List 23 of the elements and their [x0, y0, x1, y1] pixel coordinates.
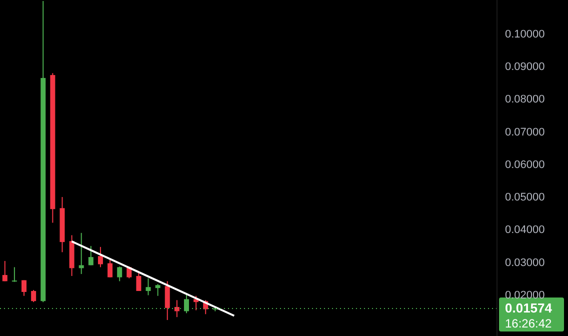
candlestick [117, 266, 122, 282]
y-tick-label: 0.08000 [505, 94, 545, 106]
candlestick [31, 290, 36, 303]
candlestick [12, 266, 17, 282]
y-tick-label: 0.09000 [505, 61, 545, 74]
text: 16:26:42 [505, 316, 552, 330]
candlestick [78, 232, 84, 275]
y-tick-label: 0.04000 [505, 224, 545, 236]
y-tick-label: 0.06000 [505, 158, 545, 171]
y-tick-label: 0.03000 [505, 256, 545, 269]
y-tick-label: 0.10000 [505, 28, 545, 41]
candlestick [98, 246, 103, 268]
candlestick [22, 280, 27, 296]
ref-line-label: 0.01574 [505, 300, 553, 316]
candlestick [108, 259, 113, 278]
y-tick-label: 0.05000 [505, 192, 545, 204]
candlestick [146, 278, 151, 296]
candlestick [88, 245, 94, 266]
candlestick [164, 280, 170, 321]
y-tick-label: 0.07000 [505, 126, 545, 138]
candlestick [155, 284, 160, 296]
candlestick [136, 272, 142, 292]
candlestick [2, 260, 8, 282]
